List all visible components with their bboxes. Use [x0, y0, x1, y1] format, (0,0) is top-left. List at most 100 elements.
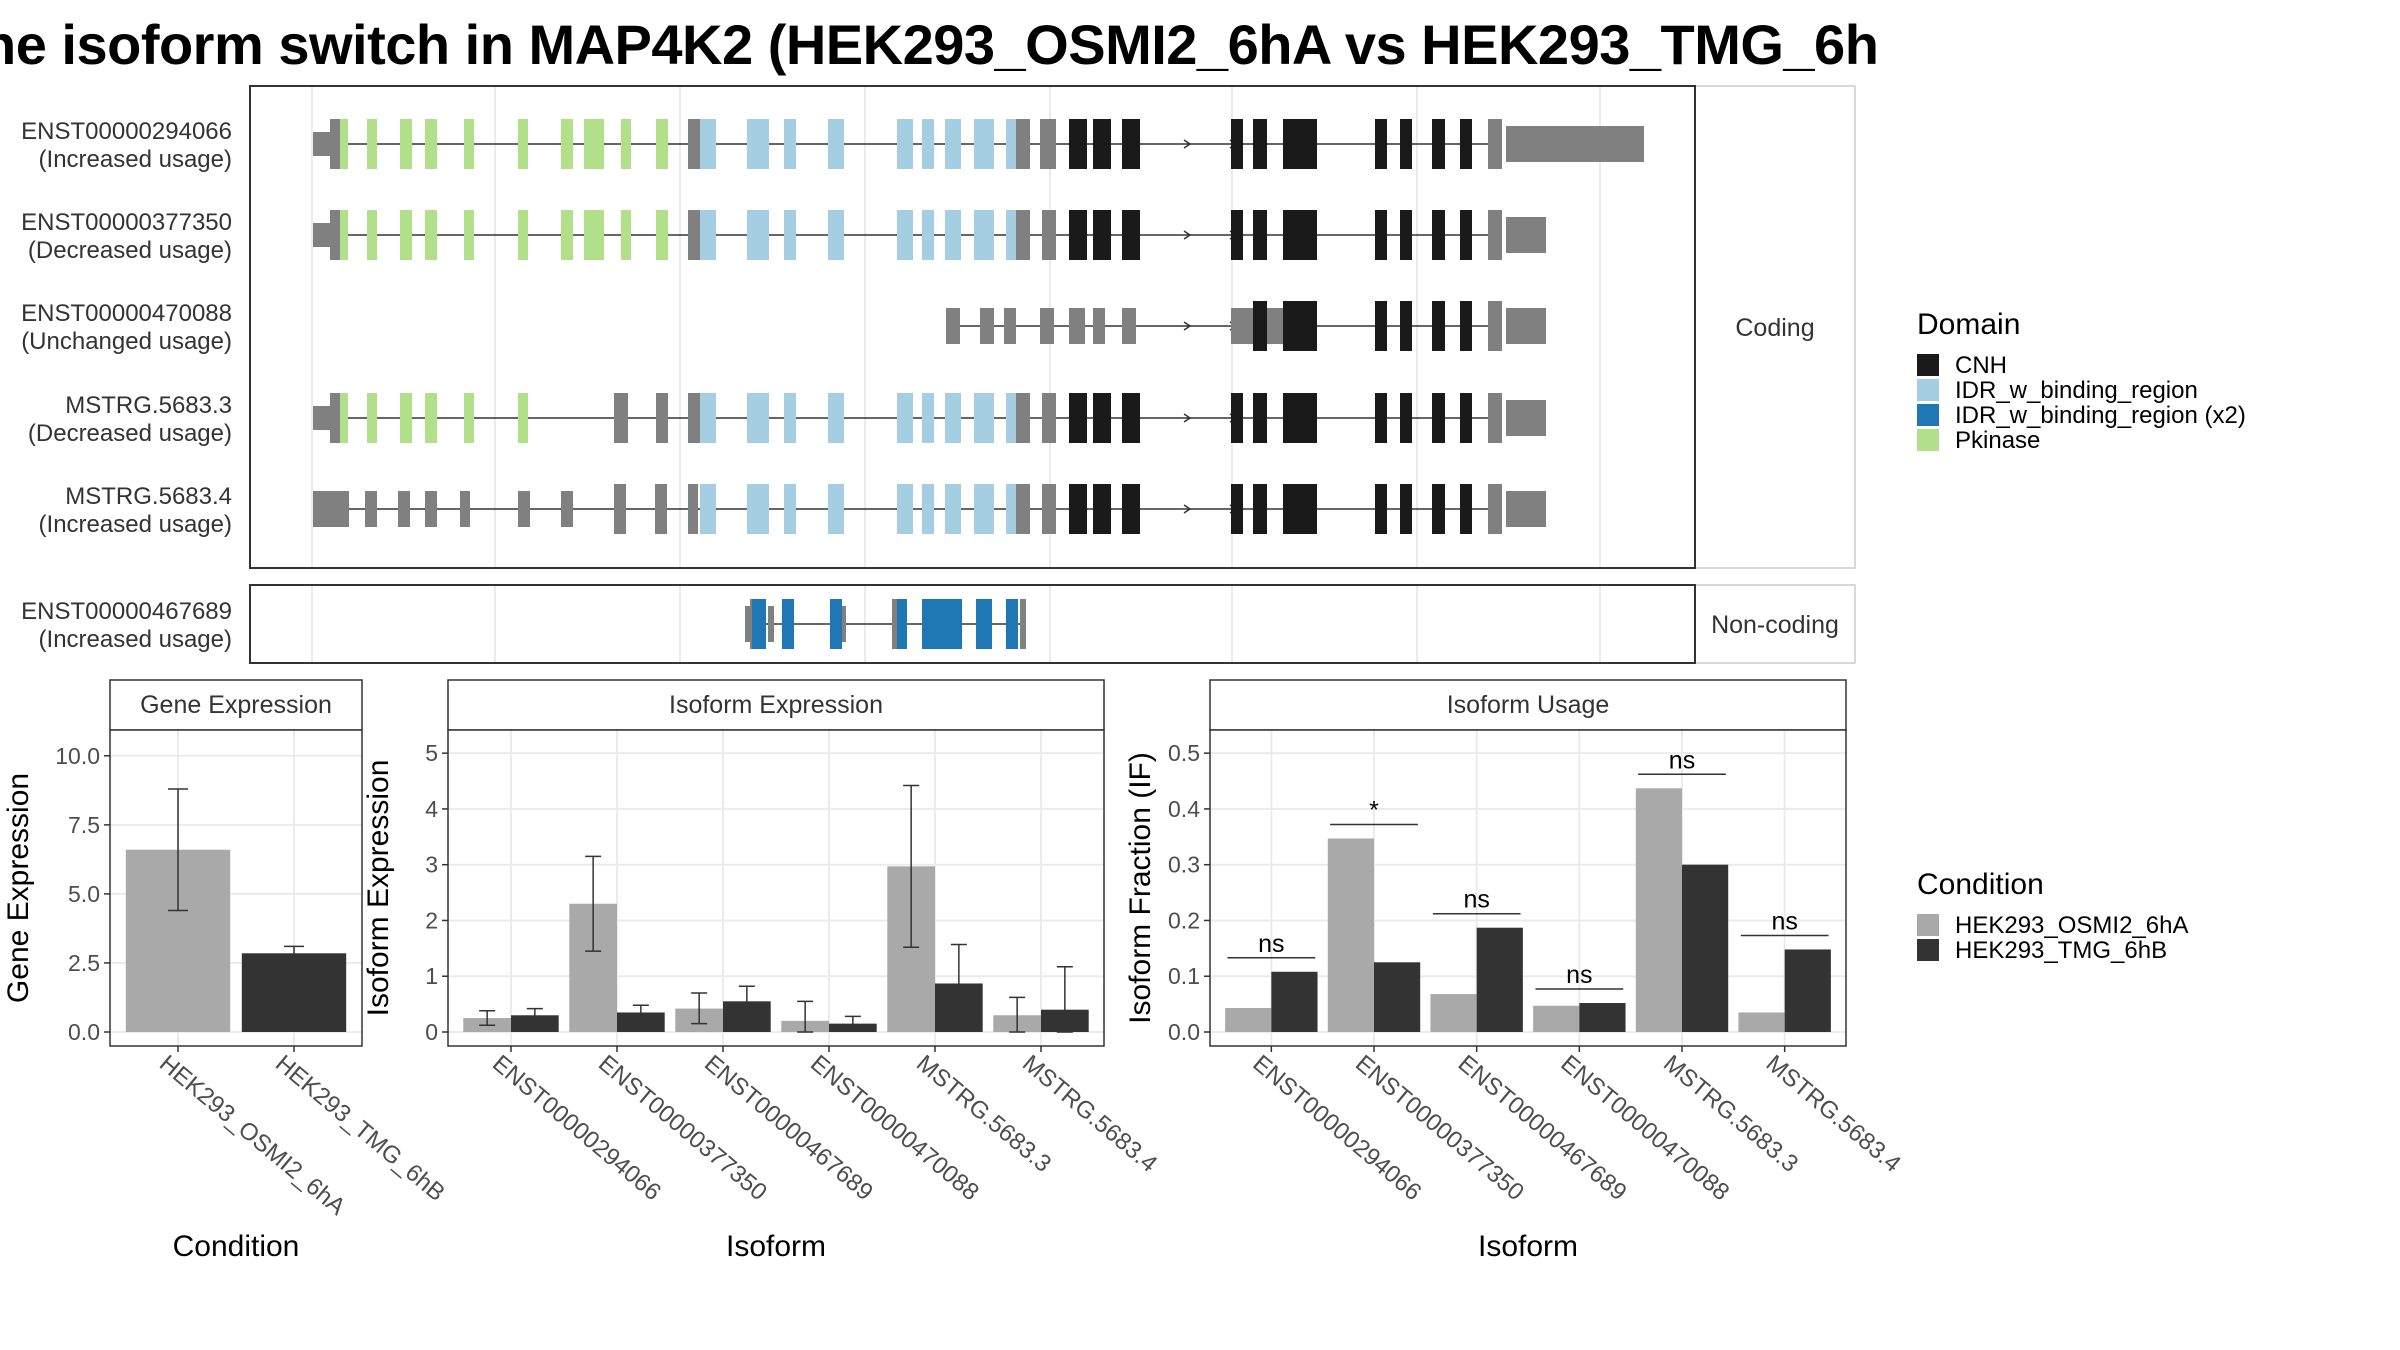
exon-block: [1432, 301, 1445, 351]
utr-block: [398, 491, 410, 527]
utr-block: [313, 223, 331, 247]
exon-block: [1432, 484, 1445, 534]
exon-block: [976, 599, 992, 649]
bar: [1738, 1012, 1785, 1032]
y-tick-label: 0.0: [1168, 1019, 1200, 1045]
transcript-id-label: ENST00000377350: [21, 209, 232, 236]
exon-block: [1122, 210, 1140, 260]
utr-block: [768, 606, 774, 642]
exon-block: [1069, 393, 1087, 443]
exon-block: [1006, 210, 1016, 260]
transcript-id-label: MSTRG.5683.4: [65, 483, 232, 510]
domain-legend-key: [1917, 429, 1939, 451]
strand-arrow: [1183, 413, 1192, 423]
exon-block: [1432, 119, 1445, 169]
utr-block: [518, 491, 530, 527]
exon-block: [1253, 393, 1267, 443]
domain-legend-label: IDR_w_binding_region: [1955, 377, 2198, 404]
domain-legend-key: [1917, 379, 1939, 401]
utr-block: [313, 406, 331, 430]
utr-block: [1042, 210, 1056, 260]
exon-block: [1253, 210, 1267, 260]
utr-block: [1488, 210, 1502, 260]
exon-block: [700, 119, 716, 169]
exon-block: [464, 119, 474, 169]
exon-block: [784, 393, 796, 443]
exon-block: [367, 210, 377, 260]
exon-block: [1253, 301, 1267, 351]
exon-block: [1375, 393, 1387, 443]
utr-block: [1506, 308, 1546, 344]
bar: [511, 1015, 559, 1032]
exon-block: [747, 119, 769, 169]
exon-block: [1460, 393, 1472, 443]
utr-block: [980, 308, 994, 344]
domain-legend-label: IDR_w_binding_region (x2): [1955, 402, 2246, 429]
exon-block: [1006, 393, 1016, 443]
x-tick-label: HEK293_OSMI2_6hA: [154, 1050, 350, 1221]
exon-block: [1283, 484, 1317, 534]
exon-block: [1375, 210, 1387, 260]
transcript-usage-label: (Increased usage): [39, 511, 232, 538]
utr-block: [1488, 119, 1502, 169]
exon-block: [1253, 484, 1267, 534]
exon-block: [1231, 393, 1243, 443]
exon-block: [340, 119, 348, 169]
exon-block: [700, 484, 716, 534]
exon-block: [1432, 210, 1445, 260]
exon-block: [945, 210, 961, 260]
exon-block: [1400, 484, 1412, 534]
exon-block: [1122, 393, 1140, 443]
transcript-id-label: MSTRG.5683.3: [65, 392, 232, 419]
exon-block: [922, 599, 962, 649]
exon-block: [1375, 119, 1387, 169]
bar: [1430, 994, 1477, 1032]
structure-panel-border: [249, 85, 1696, 569]
exon-block: [945, 119, 961, 169]
chart-title: Isoform Usage: [1447, 691, 1610, 719]
bar: [1533, 1005, 1580, 1032]
exon-block: [1231, 210, 1243, 260]
utr-block: [1506, 400, 1546, 436]
structure-panel-border: [249, 584, 1696, 664]
exon-block: [1006, 484, 1016, 534]
exon-block: [922, 210, 934, 260]
exon-block: [1432, 393, 1445, 443]
transcript-usage-label: (Unchanged usage): [21, 328, 232, 355]
exon-block: [1093, 393, 1111, 443]
exon-block: [561, 210, 573, 260]
exon-block: [897, 119, 913, 169]
transcript-id-label: ENST00000294066: [21, 118, 232, 145]
exon-block: [1231, 119, 1243, 169]
domain-legend-key: [1917, 354, 1939, 376]
exon-block: [400, 119, 412, 169]
utr-block: [1018, 393, 1030, 443]
chart-plot-area: [448, 730, 1104, 1046]
domain-legend-label: CNH: [1955, 352, 2007, 379]
structure-panel-coding: [250, 86, 1695, 568]
exon-block: [1283, 210, 1317, 260]
bar: [1784, 949, 1831, 1032]
exon-block: [340, 393, 348, 443]
bar: [617, 1012, 665, 1032]
y-tick-label: 3: [425, 852, 438, 878]
exon-block: [584, 210, 604, 260]
bar: [1476, 927, 1523, 1032]
y-tick-label: 0.3: [1168, 852, 1200, 878]
utr-block: [688, 393, 702, 443]
domain-legend-label: Pkinase: [1955, 427, 2040, 454]
facet-label-coding: Coding: [1735, 314, 1814, 342]
significance-label: ns: [1669, 746, 1695, 774]
bar: [1374, 962, 1421, 1032]
exon-block: [1400, 210, 1412, 260]
exon-block: [747, 484, 769, 534]
facet-strip-coding: [1694, 85, 1856, 569]
utr-block: [1018, 119, 1030, 169]
utr-block: [656, 393, 668, 443]
bar: [1271, 971, 1318, 1032]
significance-label: ns: [1771, 907, 1797, 935]
exon-block: [747, 210, 769, 260]
exon-block: [518, 210, 528, 260]
exon-block: [340, 210, 348, 260]
significance-label: ns: [1258, 930, 1284, 958]
